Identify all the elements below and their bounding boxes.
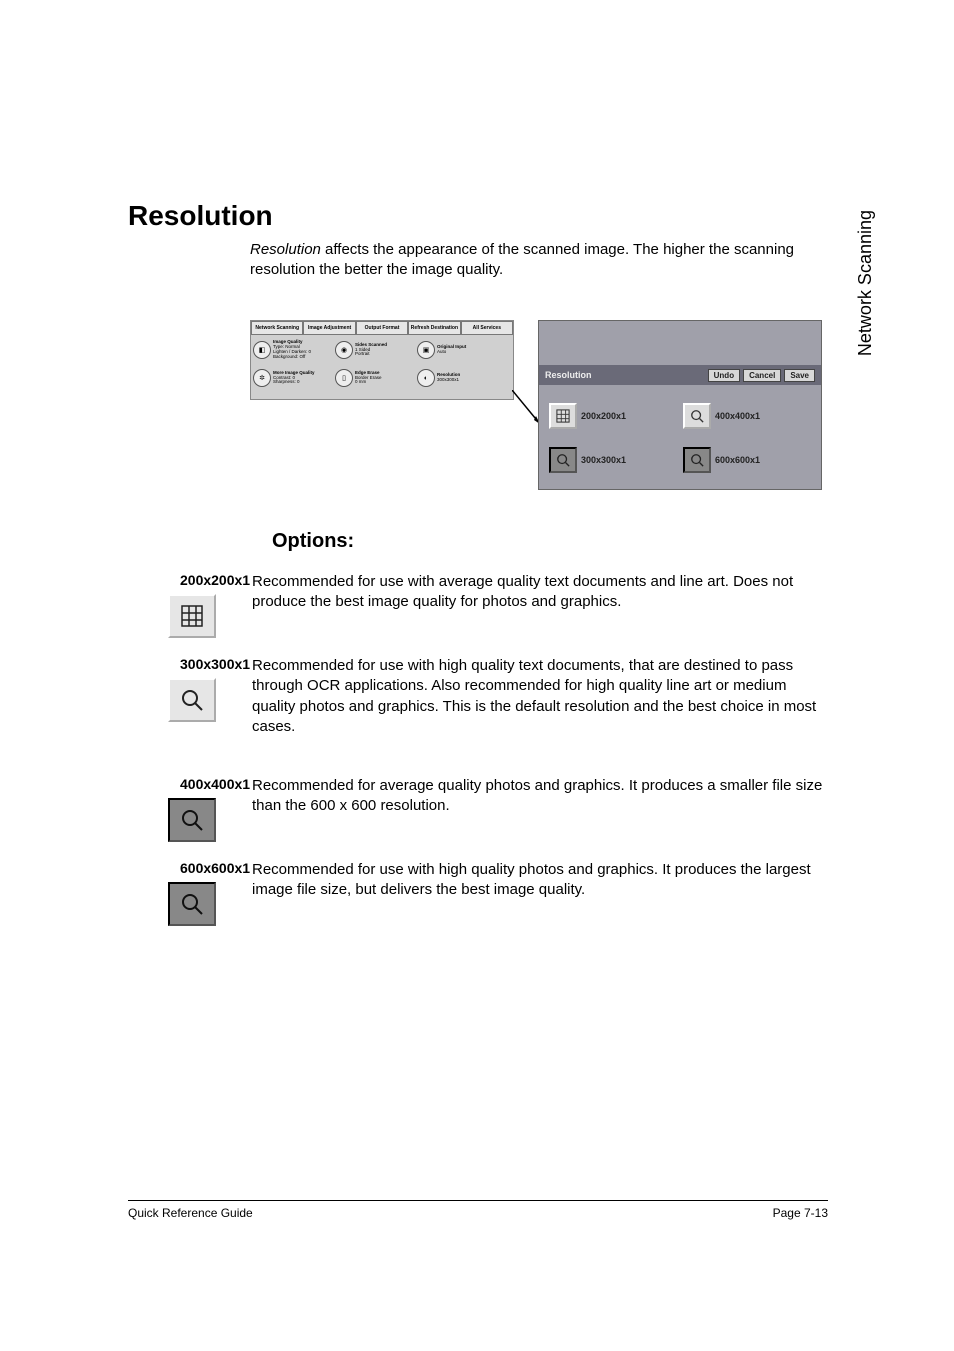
grid-icon [549,403,577,429]
side-tab: Network Scanning [855,210,876,356]
option-desc: Recommended for use with average quality… [250,572,828,613]
mock-cell[interactable]: ◧Image QualityType: NormalLighten / Dark… [253,337,333,363]
resolution-option[interactable]: 400x400x1 [683,397,811,435]
lens-icon [683,403,711,429]
mock-right-options: 200x200x1 400x400x1 300x300x1 600x600x1 [539,391,821,485]
mock-left-body: ◧Image QualityType: NormalLighten / Dark… [251,335,513,393]
mock-tab[interactable]: All Services [461,321,513,335]
option-row: 400x400x1 Recommended for average qualit… [128,776,828,842]
lens-icon [549,447,577,473]
page-icon: ▯ [335,369,353,387]
mock-tab[interactable]: Output Format [356,321,408,335]
page-title: Resolution [128,200,273,232]
option-label: 300x300x1 [128,656,250,672]
lens-icon [683,447,711,473]
option-row: 200x200x1 Recommended for use with avera… [128,572,828,638]
intro-italic-term: Resolution [250,241,321,258]
mock-tab[interactable]: Network Scanning [251,321,303,335]
option-label: 600x600x1 [128,860,250,876]
mock-right-title: Resolution [545,370,592,380]
grid-icon [168,594,216,638]
mock-cell[interactable]: ▣Original InputAuto [417,337,497,363]
lens-icon [168,678,216,722]
mock-cell[interactable]: ◉Sides Scanned1 SidedPortrait [335,337,415,363]
mock-right-bar: Resolution Undo Cancel Save [539,365,821,385]
lens-icon [168,882,216,926]
undo-button[interactable]: Undo [708,369,740,382]
option-row: 300x300x1 Recommended for use with high … [128,656,828,737]
option-label: 200x200x1 [128,572,250,588]
resolution-option[interactable]: 200x200x1 [549,397,677,435]
mock-cell[interactable]: ▯Edge EraseBorder Erase0 mm [335,365,415,391]
doc-icon: ◧ [253,341,271,359]
footer-rule [128,1200,828,1201]
option-desc: Recommended for use with high quality ph… [250,860,828,901]
footer-right: Page 7-13 [773,1206,828,1220]
save-button[interactable]: Save [784,369,815,382]
intro-rest: affects the appearance of the scanned im… [250,241,794,278]
footer-left: Quick Reference Guide [128,1206,253,1220]
resolution-option[interactable]: 300x300x1 [549,441,677,479]
mock-tab[interactable]: Refresh Destination [408,321,460,335]
gear-icon: ✲ [253,369,271,387]
option-row: 600x600x1 Recommended for use with high … [128,860,828,926]
option-label: 400x400x1 [128,776,250,792]
target-icon: ◉ [335,341,353,359]
options-heading: Options: [272,530,354,553]
option-desc: Recommended for use with high quality te… [250,656,828,737]
resolution-option[interactable]: 600x600x1 [683,441,811,479]
mock-tabs: Network Scanning Image Adjustment Output… [251,321,513,335]
lens-icon: ◐ [417,369,435,387]
mock-right-panel: Resolution Undo Cancel Save 200x200x1 40… [538,320,822,490]
intro-paragraph: Resolution affects the appearance of the… [250,240,820,281]
mock-cell[interactable]: ✲More Image QualityContrast: 0Sharpness:… [253,365,333,391]
mock-tab[interactable]: Image Adjustment [303,321,355,335]
option-desc: Recommended for average quality photos a… [250,776,828,817]
mock-cell[interactable]: ◐Resolution300x300x1 [417,365,497,391]
cancel-button[interactable]: Cancel [743,369,781,382]
screenshot-mock: Network Scanning Image Adjustment Output… [250,310,820,490]
square-icon: ▣ [417,341,435,359]
lens-icon [168,798,216,842]
mock-left-panel: Network Scanning Image Adjustment Output… [250,320,514,400]
